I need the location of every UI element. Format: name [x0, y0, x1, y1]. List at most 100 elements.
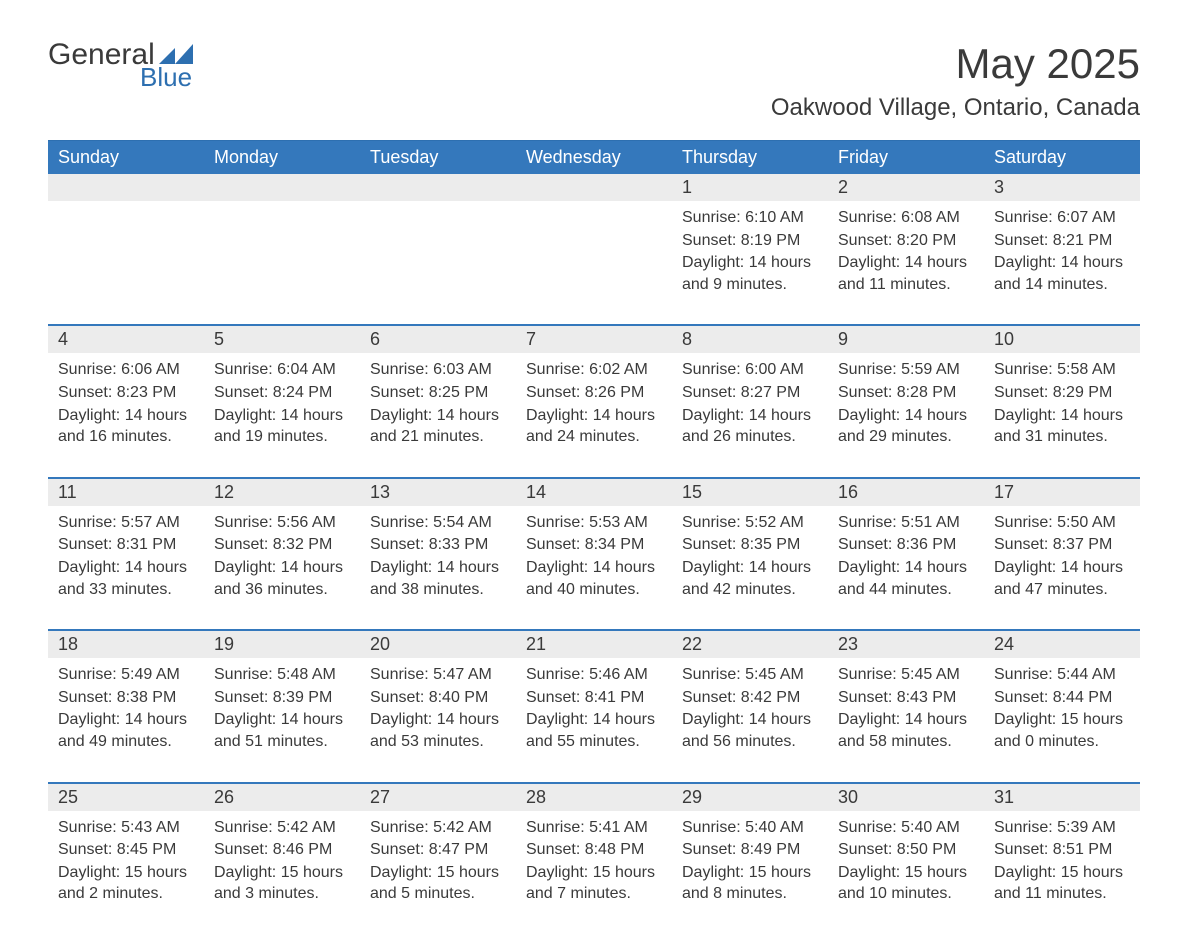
- day-cell: Sunrise: 5:57 AMSunset: 8:31 PMDaylight:…: [48, 506, 204, 629]
- sunrise-line: Sunrise: 5:50 AM: [994, 512, 1130, 534]
- day-of-week: Sunday: [48, 141, 204, 174]
- daylight-line: Daylight: 14 hours and 29 minutes.: [838, 405, 974, 448]
- day-cell: Sunrise: 5:56 AMSunset: 8:32 PMDaylight:…: [204, 506, 360, 629]
- day-cell: Sunrise: 5:40 AMSunset: 8:49 PMDaylight:…: [672, 811, 828, 934]
- sunset-line: Sunset: 8:29 PM: [994, 382, 1130, 404]
- day-of-week: Tuesday: [360, 141, 516, 174]
- day-number: 4: [48, 326, 204, 353]
- day-number: 12: [204, 479, 360, 506]
- day-cell: Sunrise: 5:42 AMSunset: 8:46 PMDaylight:…: [204, 811, 360, 934]
- day-content-row: Sunrise: 5:49 AMSunset: 8:38 PM Daylight:…: [48, 658, 1140, 781]
- daylight-line: Daylight: 14 hours and 36 minutes.: [214, 557, 350, 600]
- sunset-line: Sunset: 8:50 PM: [838, 839, 974, 861]
- day-cell: Sunrise: 5:39 AMSunset: 8:51 PMDaylight:…: [984, 811, 1140, 934]
- sunset-line: Sunset: 8:20 PM: [838, 230, 974, 252]
- day-number-row: 123: [48, 174, 1140, 201]
- sunset-line: Sunset: 8:38 PM: [58, 687, 194, 709]
- day-cell: Sunrise: 5:47 AMSunset: 8:40 PMDaylight:…: [360, 658, 516, 781]
- day-cell: Sunrise: 5:58 AMSunset: 8:29 PMDaylight:…: [984, 353, 1140, 476]
- sunrise-line: Sunrise: 6:00 AM: [682, 359, 818, 381]
- day-number: 22: [672, 631, 828, 658]
- day-of-week: Saturday: [984, 141, 1140, 174]
- sunset-line: Sunset: 8:34 PM: [526, 534, 662, 556]
- sunrise-line: Sunrise: 5:42 AM: [214, 817, 350, 839]
- sunrise-line: Sunrise: 5:45 AM: [838, 664, 974, 686]
- sunrise-line: Sunrise: 5:52 AM: [682, 512, 818, 534]
- sunrise-line: Sunrise: 6:08 AM: [838, 207, 974, 229]
- day-cell: Sunrise: 5:42 AMSunset: 8:47 PMDaylight:…: [360, 811, 516, 934]
- day-number: 24: [984, 631, 1140, 658]
- day-number: 7: [516, 326, 672, 353]
- day-cell: Sunrise: 6:04 AMSunset: 8:24 PMDaylight:…: [204, 353, 360, 476]
- day-cell: [516, 201, 672, 324]
- day-number: [360, 174, 516, 201]
- sunset-line: Sunset: 8:44 PM: [994, 687, 1130, 709]
- day-cell: Sunrise: 5:49 AMSunset: 8:38 PMDaylight:…: [48, 658, 204, 781]
- sunrise-line: Sunrise: 5:44 AM: [994, 664, 1130, 686]
- day-number: 23: [828, 631, 984, 658]
- sunrise-line: Sunrise: 5:39 AM: [994, 817, 1130, 839]
- day-number: 16: [828, 479, 984, 506]
- sunrise-line: Sunrise: 5:49 AM: [58, 664, 194, 686]
- week-row: 25262728293031Sunrise: 5:43 AMSunset: 8:…: [48, 782, 1140, 934]
- sunset-line: Sunset: 8:24 PM: [214, 382, 350, 404]
- sunset-line: Sunset: 8:51 PM: [994, 839, 1130, 861]
- sunrise-line: Sunrise: 5:40 AM: [838, 817, 974, 839]
- daylight-line: Daylight: 15 hours and 10 minutes.: [838, 862, 974, 905]
- day-cell: Sunrise: 6:02 AMSunset: 8:26 PMDaylight:…: [516, 353, 672, 476]
- day-number: [204, 174, 360, 201]
- daylight-line: Daylight: 15 hours and 2 minutes.: [58, 862, 194, 905]
- sunset-line: Sunset: 8:39 PM: [214, 687, 350, 709]
- day-number: 11: [48, 479, 204, 506]
- day-number: 13: [360, 479, 516, 506]
- day-content-row: Sunrise: 6:06 AMSunset: 8:23 PMDaylight:…: [48, 353, 1140, 476]
- day-of-week: Thursday: [672, 141, 828, 174]
- day-number: 28: [516, 784, 672, 811]
- daylight-line: Daylight: 15 hours and 3 minutes.: [214, 862, 350, 905]
- daylight-line: Daylight: 15 hours and 8 minutes.: [682, 862, 818, 905]
- daylight-line: Daylight: 14 hours and 31 minutes.: [994, 405, 1130, 448]
- day-cell: Sunrise: 5:53 AMSunset: 8:34 PMDaylight:…: [516, 506, 672, 629]
- day-cell: Sunrise: 5:59 AMSunset: 8:28 PMDaylight:…: [828, 353, 984, 476]
- day-number: [48, 174, 204, 201]
- daylight-line: Daylight: 14 hours and 33 minutes.: [58, 557, 194, 600]
- day-of-week: Friday: [828, 141, 984, 174]
- sunrise-line: Sunrise: 5:58 AM: [994, 359, 1130, 381]
- location-subtitle: Oakwood Village, Ontario, Canada: [771, 94, 1140, 122]
- sunset-line: Sunset: 8:32 PM: [214, 534, 350, 556]
- day-cell: Sunrise: 5:51 AMSunset: 8:36 PMDaylight:…: [828, 506, 984, 629]
- sunset-line: Sunset: 8:31 PM: [58, 534, 194, 556]
- day-content-row: Sunrise: 6:10 AMSunset: 8:19 PMDaylight:…: [48, 201, 1140, 324]
- daylight-line: Daylight: 14 hours and 40 minutes.: [526, 557, 662, 600]
- day-of-week: Monday: [204, 141, 360, 174]
- sunrise-line: Sunrise: 6:10 AM: [682, 207, 818, 229]
- day-cell: Sunrise: 6:07 AMSunset: 8:21 PMDaylight:…: [984, 201, 1140, 324]
- day-number: 9: [828, 326, 984, 353]
- day-number: 26: [204, 784, 360, 811]
- calendar: SundayMondayTuesdayWednesdayThursdayFrid…: [48, 140, 1140, 934]
- day-cell: Sunrise: 5:46 AMSunset: 8:41 PMDaylight:…: [516, 658, 672, 781]
- sunrise-line: Sunrise: 5:51 AM: [838, 512, 974, 534]
- daylight-line: Daylight: 15 hours and 7 minutes.: [526, 862, 662, 905]
- day-cell: Sunrise: 5:44 AMSunset: 8:44 PMDaylight:…: [984, 658, 1140, 781]
- day-cell: Sunrise: 5:45 AMSunset: 8:42 PMDaylight:…: [672, 658, 828, 781]
- sunrise-line: Sunrise: 5:54 AM: [370, 512, 506, 534]
- day-cell: Sunrise: 5:54 AMSunset: 8:33 PMDaylight:…: [360, 506, 516, 629]
- sunset-line: Sunset: 8:21 PM: [994, 230, 1130, 252]
- day-number: 1: [672, 174, 828, 201]
- sunset-line: Sunset: 8:46 PM: [214, 839, 350, 861]
- day-content-row: Sunrise: 5:57 AMSunset: 8:31 PMDaylight:…: [48, 506, 1140, 629]
- sunset-line: Sunset: 8:19 PM: [682, 230, 818, 252]
- sunrise-line: Sunrise: 6:06 AM: [58, 359, 194, 381]
- daylight-line: Daylight: 14 hours and 53 minutes.: [370, 709, 506, 752]
- day-number: 2: [828, 174, 984, 201]
- sunset-line: Sunset: 8:45 PM: [58, 839, 194, 861]
- sunset-line: Sunset: 8:35 PM: [682, 534, 818, 556]
- week-row: 123Sunrise: 6:10 AMSunset: 8:19 PMDaylig…: [48, 174, 1140, 324]
- daylight-line: Daylight: 14 hours and 9 minutes.: [682, 252, 818, 295]
- daylight-line: Daylight: 14 hours and 26 minutes.: [682, 405, 818, 448]
- day-cell: [360, 201, 516, 324]
- day-number: 21: [516, 631, 672, 658]
- sunrise-line: Sunrise: 5:53 AM: [526, 512, 662, 534]
- sunrise-line: Sunrise: 5:42 AM: [370, 817, 506, 839]
